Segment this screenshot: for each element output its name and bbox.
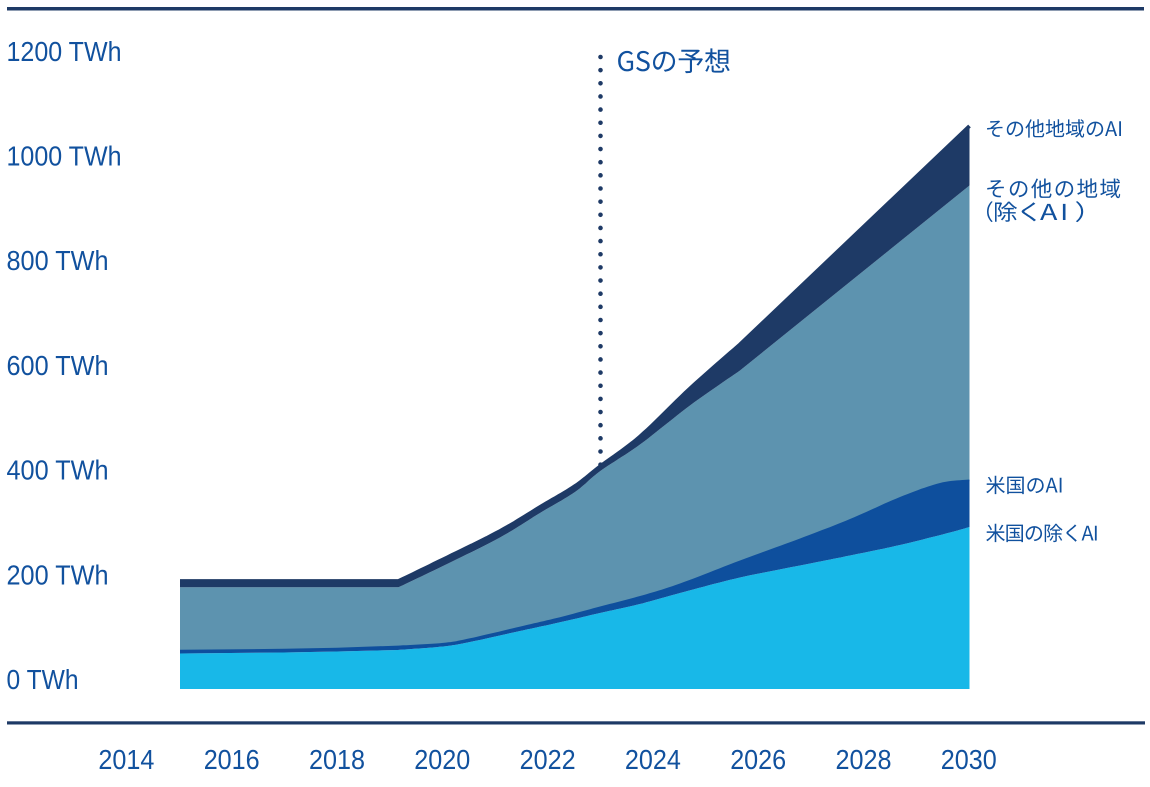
svg-text:2022: 2022	[520, 744, 576, 775]
svg-text:2026: 2026	[730, 744, 786, 775]
svg-text:1000 TWh: 1000 TWh	[7, 141, 122, 172]
svg-text:2030: 2030	[941, 744, 997, 775]
svg-text:800 TWh: 800 TWh	[7, 245, 109, 276]
svg-text:2024: 2024	[625, 744, 681, 775]
svg-text:1200 TWh: 1200 TWh	[7, 36, 122, 67]
svg-text:2020: 2020	[414, 744, 470, 775]
svg-text:200 TWh: 200 TWh	[7, 559, 109, 590]
svg-text:2014: 2014	[98, 744, 154, 775]
svg-text:600 TWh: 600 TWh	[7, 350, 109, 381]
svg-text:2028: 2028	[836, 744, 892, 775]
svg-text:2018: 2018	[309, 744, 365, 775]
svg-text:400 TWh: 400 TWh	[7, 455, 109, 486]
svg-text:0 TWh: 0 TWh	[7, 664, 79, 695]
svg-text:2016: 2016	[204, 744, 260, 775]
